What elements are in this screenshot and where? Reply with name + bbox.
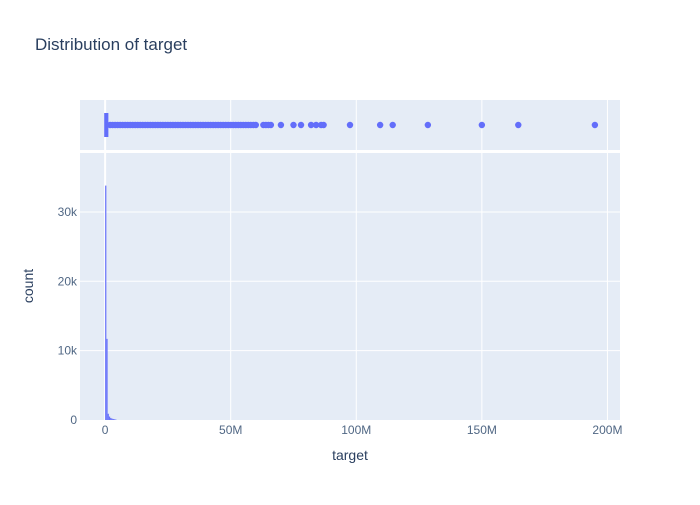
histogram-bar [108,414,109,420]
histogram-plot-background [80,153,620,420]
histogram-bar [111,419,112,420]
histogram-bar [106,339,107,420]
box-outlier-point [425,122,431,128]
histogram-bar [113,419,114,420]
x-tick-label: 50M [219,423,242,437]
y-tick-label: 20k [58,274,78,288]
histogram-bar [105,186,106,420]
box-outlier-point [320,122,326,128]
x-tick-label: 0 [102,423,109,437]
x-tick-label: 200M [592,423,622,437]
box-outlier-point [592,122,598,128]
box-outlier-point [347,122,353,128]
x-tick-label: 100M [341,423,371,437]
chart-title: Distribution of target [35,35,187,54]
box-outlier-point [253,122,259,128]
x-tick-label: 150M [467,423,497,437]
box-outlier-point [290,122,296,128]
box-outlier-point [479,122,485,128]
box-outlier-point [377,122,383,128]
box-outlier-point [389,122,395,128]
histogram-bar [110,418,111,420]
box-outlier-point [515,122,521,128]
histogram-bar [109,417,110,420]
box-outlier-point [298,122,304,128]
box-outlier-point [268,122,274,128]
y-tick-label: 0 [70,413,77,427]
x-axis-title: target [332,447,368,463]
y-tick-label: 10k [58,344,78,358]
y-axis-title: count [20,269,36,303]
y-tick-label: 30k [58,205,78,219]
marginal-box-plot [80,100,620,150]
box-outlier-point [278,122,284,128]
histogram-bar [114,419,115,420]
histogram-plot-area: 0 50M 100M 150M 200M 0 10k 20k 30k [58,153,623,437]
